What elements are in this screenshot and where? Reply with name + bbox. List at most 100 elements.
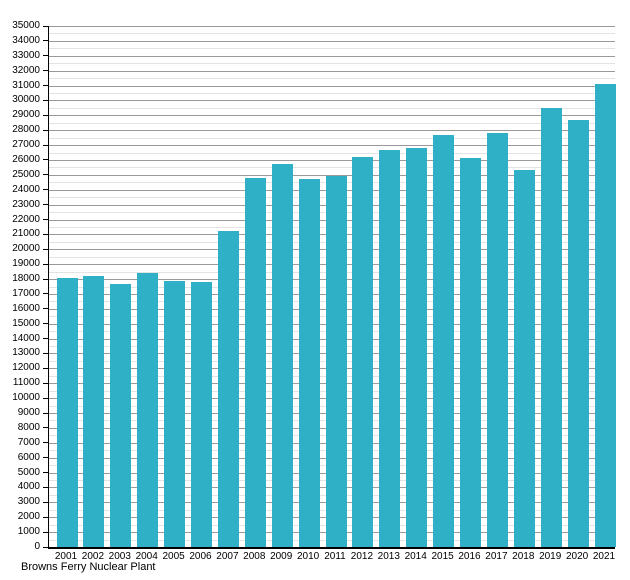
x-axis-label-2001: 2001 — [54, 551, 78, 562]
y-axis-label: 29000 — [12, 109, 40, 121]
minor-gridline — [49, 48, 615, 50]
bar-2018 — [513, 170, 535, 547]
y-axis-label: 3000 — [17, 496, 40, 508]
y-axis-tick — [43, 263, 48, 265]
x-axis-label-2018: 2018 — [512, 551, 535, 562]
y-axis-label: 14000 — [12, 332, 40, 344]
x-axis-label-2013: 2013 — [377, 551, 400, 562]
major-gridline — [49, 70, 615, 72]
bar-2003 — [110, 283, 132, 547]
y-axis-label: 0 — [34, 541, 40, 552]
y-axis-tick — [43, 129, 48, 131]
bar-2014 — [406, 148, 428, 547]
x-axis-label-2014: 2014 — [404, 551, 427, 562]
y-axis-label: 5000 — [17, 466, 40, 478]
y-axis-tick — [43, 99, 48, 101]
y-axis-label: 35000 — [12, 20, 40, 31]
major-gridline — [49, 145, 615, 147]
x-axis-label-2021: 2021 — [592, 551, 616, 562]
y-axis-tick — [43, 248, 48, 250]
x-axis-label-2010: 2010 — [296, 551, 320, 562]
bar-2017 — [486, 133, 508, 547]
y-axis-label: 19000 — [12, 258, 40, 270]
y-axis-tick — [43, 189, 48, 191]
bar-2005 — [164, 280, 186, 547]
x-axis-label-2002: 2002 — [81, 551, 105, 562]
y-axis-tick — [43, 293, 48, 295]
bar-2008 — [244, 177, 266, 547]
y-axis-label: 33000 — [12, 49, 40, 61]
y-axis-tick — [43, 352, 48, 354]
y-axis-label: 30000 — [12, 94, 40, 106]
y-axis-label: 28000 — [12, 124, 40, 136]
minor-gridline — [49, 167, 615, 169]
bar-2012 — [352, 157, 374, 547]
x-axis-label-2015: 2015 — [431, 551, 454, 562]
major-gridline — [49, 130, 615, 132]
y-axis-label: 8000 — [17, 421, 40, 433]
y-axis-tick — [43, 204, 48, 206]
y-axis-label: 2000 — [17, 511, 40, 523]
y-axis-label: 23000 — [12, 198, 40, 210]
bar-2004 — [137, 273, 159, 547]
y-axis-tick — [43, 55, 48, 57]
y-axis-label: 22000 — [12, 213, 40, 225]
x-axis-label-2008: 2008 — [243, 551, 266, 562]
bar-2011 — [325, 176, 347, 547]
y-axis-tick — [43, 219, 48, 220]
y-axis-tick — [43, 501, 48, 503]
y-axis-label: 17000 — [12, 287, 40, 299]
y-axis-label: 11000 — [12, 377, 40, 389]
y-axis-tick — [43, 457, 48, 459]
y-axis-label: 26000 — [12, 153, 40, 165]
major-gridline — [49, 26, 615, 27]
y-axis-label: 15000 — [12, 317, 40, 329]
major-gridline — [49, 100, 615, 102]
major-gridline — [49, 55, 615, 57]
y-axis-label: 34000 — [12, 34, 40, 46]
y-axis-tick — [43, 40, 48, 42]
x-axis-label-2016: 2016 — [458, 551, 481, 562]
bar-2016 — [460, 158, 481, 547]
y-axis-label: 16000 — [12, 302, 40, 314]
y-axis-label: 6000 — [17, 451, 40, 463]
y-axis-tick — [43, 531, 48, 533]
y-axis-label: 27000 — [12, 139, 40, 151]
y-axis-tick — [43, 338, 48, 340]
y-axis-tick — [43, 278, 48, 280]
y-axis-tick — [43, 546, 48, 548]
bar-2010 — [298, 179, 320, 547]
bar-2006 — [191, 282, 212, 547]
bar-2007 — [217, 231, 239, 547]
y-axis-label: 24000 — [12, 183, 40, 195]
y-axis-label: 20000 — [12, 243, 40, 255]
x-axis-label-2006: 2006 — [189, 551, 212, 562]
y-axis-label: 4000 — [17, 481, 40, 493]
y-axis-label: 12000 — [12, 362, 40, 374]
minor-gridline — [49, 107, 615, 109]
bar-2021 — [594, 84, 616, 547]
minor-gridline — [49, 122, 615, 124]
y-axis-tick — [43, 412, 48, 414]
y-axis-tick — [43, 486, 48, 488]
y-axis-tick — [43, 367, 48, 369]
minor-gridline — [49, 78, 615, 80]
y-axis-tick — [43, 516, 48, 518]
x-axis-label-2017: 2017 — [485, 551, 508, 562]
chart-caption: Browns Ferry Nuclear Plant — [21, 561, 156, 573]
x-axis-label-2009: 2009 — [270, 551, 293, 562]
x-axis-label-2011: 2011 — [324, 551, 346, 562]
y-axis-tick — [43, 397, 48, 399]
y-axis-label: 9000 — [17, 407, 40, 419]
major-gridline — [49, 174, 615, 176]
y-axis-tick — [43, 233, 48, 235]
y-axis-label: 10000 — [12, 392, 40, 404]
y-axis-label: 18000 — [12, 273, 40, 285]
x-axis-label-2003: 2003 — [108, 551, 131, 562]
major-gridline — [49, 40, 615, 42]
bar-2015 — [433, 134, 455, 547]
y-axis-tick — [43, 25, 48, 27]
bar-2020 — [567, 119, 589, 547]
bar-2001 — [56, 277, 78, 547]
